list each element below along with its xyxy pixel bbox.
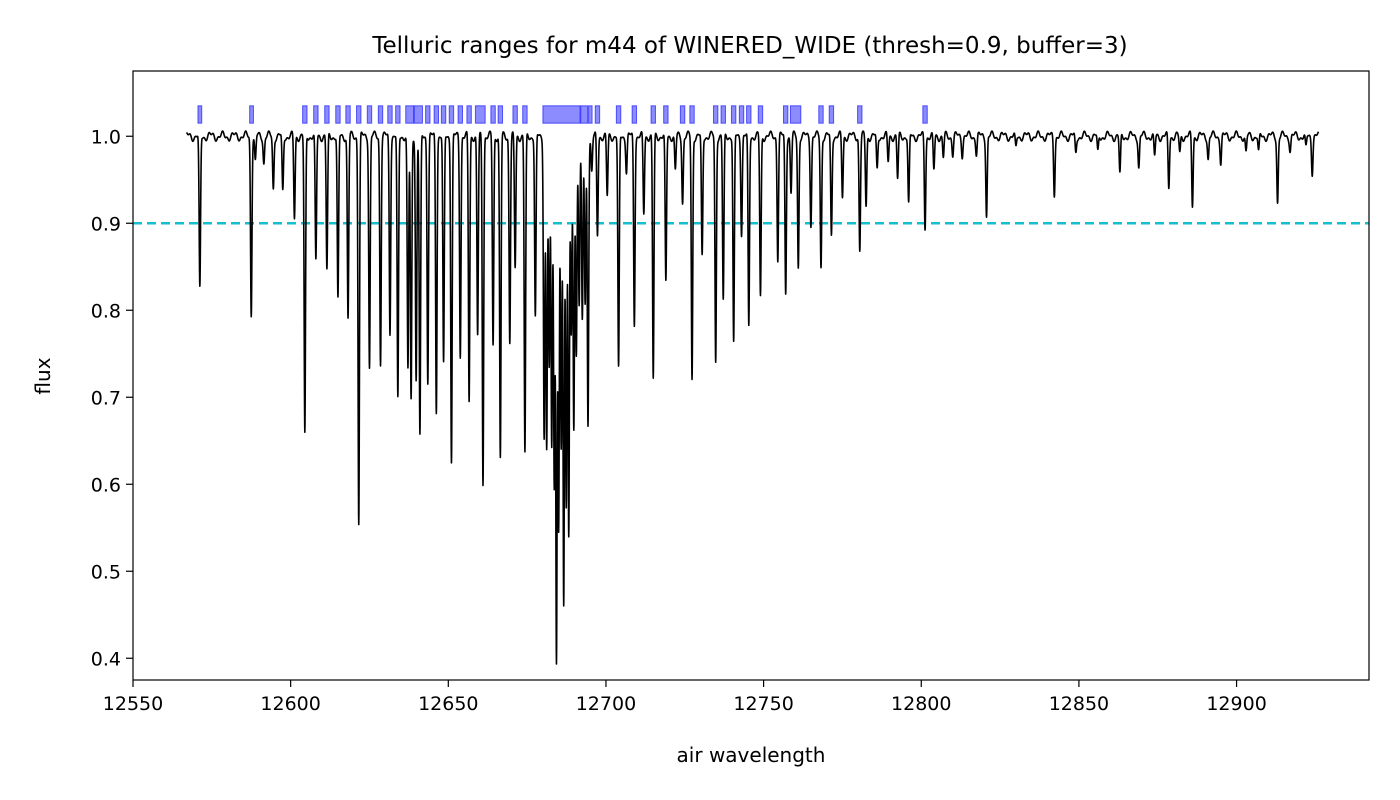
x-tick-label-12800: 12800	[891, 693, 951, 715]
x-tick-label-12550: 12550	[103, 693, 163, 715]
telluric-range-3	[313, 105, 319, 124]
y-tick-label-1: 1.0	[91, 126, 121, 148]
telluric-range-26	[580, 105, 589, 124]
telluric-range-25	[542, 105, 581, 124]
y-tick-label-0.5: 0.5	[91, 561, 121, 583]
y-tick-label-0.6: 0.6	[91, 474, 121, 496]
telluric-range-44	[828, 105, 835, 124]
x-tick-label-12650: 12650	[418, 693, 478, 715]
telluric-range-13	[413, 105, 423, 124]
x-axis-label: air wavelength	[677, 743, 826, 767]
telluric-range-23	[512, 105, 518, 124]
x-tick-label-12850: 12850	[1049, 693, 1109, 715]
telluric-range-15	[433, 105, 440, 124]
telluric-range-10	[387, 105, 393, 124]
x-tick-label-12600: 12600	[260, 693, 320, 715]
telluric-range-16	[440, 105, 447, 124]
telluric-range-30	[631, 105, 638, 124]
telluric-range-24	[522, 105, 528, 124]
telluric-range-29	[615, 105, 622, 124]
y-tick-label-0.4: 0.4	[91, 648, 121, 670]
telluric-range-22	[497, 105, 504, 124]
telluric-range-28	[594, 105, 601, 124]
y-axis-ticks: 0.4 0.5 0.6 0.7 0.8 0.9 1.0	[91, 126, 133, 670]
telluric-range-7	[356, 105, 362, 124]
y-tick-label-0.9: 0.9	[91, 213, 121, 235]
x-tick-label-12700: 12700	[576, 693, 636, 715]
telluric-range-17	[448, 105, 455, 124]
telluric-range-42	[789, 105, 802, 124]
telluric-range-27	[588, 105, 593, 124]
telluric-range-1	[249, 105, 254, 124]
telluric-range-4	[324, 105, 330, 124]
plot-frame	[132, 70, 1370, 681]
telluric-range-0	[197, 105, 203, 124]
y-axis-label: flux	[31, 357, 55, 394]
spectrum-line-group	[185, 130, 1320, 665]
chart-title: Telluric ranges for m44 of WINERED_WIDE …	[371, 33, 1127, 59]
x-tick-label-12900: 12900	[1206, 693, 1266, 715]
y-tick-label-0.8: 0.8	[91, 300, 121, 322]
telluric-range-8	[366, 105, 373, 124]
telluric-range-11	[395, 105, 401, 124]
telluric-range-5	[335, 105, 341, 124]
telluric-range-34	[689, 105, 695, 124]
telluric-range-36	[720, 105, 726, 124]
telluric-range-43	[818, 105, 824, 124]
telluric-range-20	[474, 105, 486, 124]
telluric-range-19	[466, 105, 472, 124]
y-tick-label-0.7: 0.7	[91, 387, 121, 409]
telluric-range-21	[490, 105, 496, 124]
telluric-range-2	[302, 105, 308, 124]
telluric-range-12	[405, 105, 415, 124]
telluric-range-31	[650, 105, 656, 124]
telluric-range-39	[746, 105, 752, 124]
telluric-range-14	[425, 105, 431, 124]
x-tick-label-12750: 12750	[733, 693, 793, 715]
telluric-range-35	[712, 105, 719, 124]
telluric-range-46	[922, 105, 928, 124]
telluric-range-45	[857, 105, 863, 124]
telluric-range-6	[345, 105, 351, 124]
telluric-range-9	[377, 105, 384, 124]
telluric-range-40	[757, 105, 764, 124]
telluric-range-37	[730, 105, 737, 124]
spectrum-line	[185, 130, 1320, 665]
telluric-ranges	[197, 105, 928, 124]
telluric-range-38	[738, 105, 745, 124]
telluric-range-18	[457, 105, 463, 124]
telluric-range-33	[679, 105, 686, 124]
telluric-range-32	[663, 105, 669, 124]
x-axis-ticks: 12550 12600 12650 12700 12750 12800 12850 12900	[103, 680, 1267, 715]
telluric-range-41	[782, 105, 789, 124]
